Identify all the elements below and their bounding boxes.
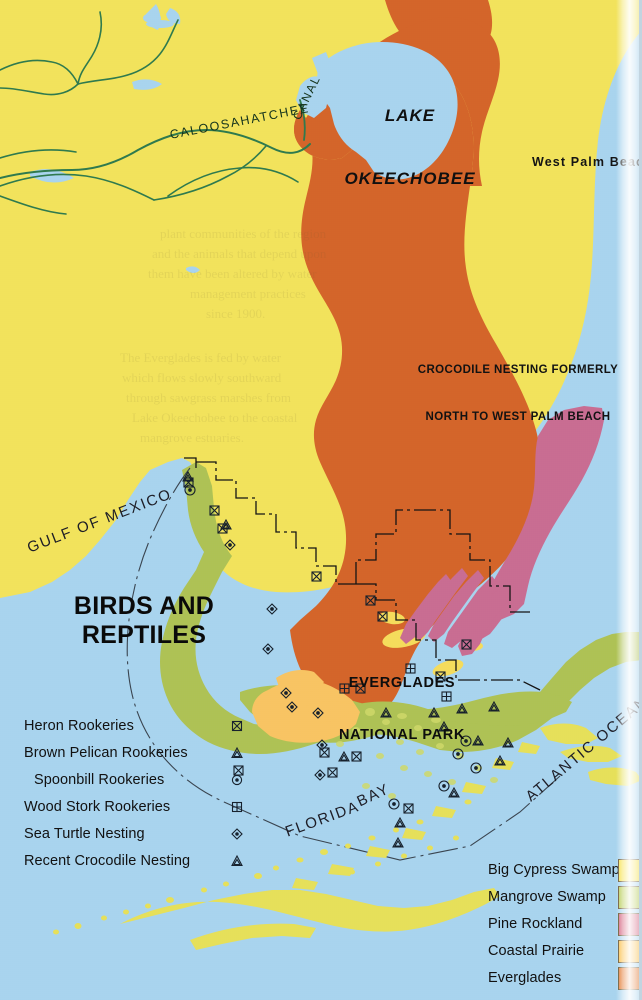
habitat-swatch-everglades (618, 967, 642, 990)
svg-text:The Everglades is fed by water: The Everglades is fed by water (120, 350, 282, 365)
species-legend-heading: BIRDS AND REPTILES (24, 592, 264, 650)
svg-text:and the animals that depend up: and the animals that depend upon (152, 246, 327, 261)
habitat-legend-item-coastal-prairie: Coastal Prairie (488, 937, 642, 964)
lake-okeechobee (316, 42, 458, 180)
habitat-legend-item-mangrove-swamp: Mangrove Swamp (488, 883, 642, 910)
symbol-heron (183, 477, 472, 814)
species-legend-heading-line1: BIRDS AND (73, 592, 215, 620)
habitat-swatch-big-cypress-swamp (618, 859, 642, 882)
region-pine-rockland (484, 406, 604, 620)
habitat-legend-item-pine-rockland: Pine Rockland (488, 910, 642, 937)
region-coastal-prairie-lobe (276, 670, 324, 693)
habitat-swatch-coastal-prairie (618, 940, 642, 963)
square-x-icon (229, 718, 245, 734)
small-lake-c (166, 8, 181, 24)
legend-label-spoonbill-rookeries: Spoonbill Rookeries (34, 771, 165, 788)
small-lake-d (30, 169, 74, 183)
park-boundary (184, 457, 541, 691)
small-lake-istokpoga (132, 79, 162, 90)
triangle-nested-icon (229, 853, 245, 869)
triangle-nested-icon (229, 745, 245, 761)
symbol-triangle-nested (182, 470, 514, 848)
species-legend: BIRDS AND REPTILES Heron Rookeries Brown… (24, 592, 264, 874)
region-everglades-main (290, 72, 541, 716)
lake-okeechobee-west-lobe (296, 76, 330, 118)
florida-bay-mudbanks (336, 708, 498, 799)
page-bleedthrough: plant communities of the region and the … (120, 226, 327, 445)
region-coastal-prairie (252, 679, 360, 743)
legend-item-sea-turtle-nesting: Sea Turtle Nesting (24, 820, 264, 847)
habitat-swatch-pine-rockland (618, 913, 642, 936)
circle-dot-icon (229, 772, 245, 788)
habitat-legend-item-big-cypress-swamp: Big Cypress Swamp (488, 856, 642, 883)
habitat-swatch-mangrove-swamp (618, 886, 642, 909)
legend-item-spoonbill-rookeries: Spoonbill Rookeries (24, 766, 264, 793)
svg-text:plant communities of the regio: plant communities of the region (160, 226, 327, 241)
svg-text:through sawgrass marshes from: through sawgrass marshes from (126, 390, 291, 405)
svg-text:which flows slowly southward: which flows slowly southward (122, 370, 282, 385)
symbol-square-grid (339, 663, 452, 702)
region-mangrove-swamp (160, 462, 642, 754)
svg-text:them have been altered by wate: them have been altered by water (148, 266, 317, 281)
legend-item-heron-rookeries: Heron Rookeries (24, 712, 264, 739)
habitat-label-pine-rockland: Pine Rockland (488, 915, 583, 932)
florida-keys (53, 723, 642, 950)
legend-item-recent-crocodile-nesting: Recent Crocodile Nesting (24, 847, 264, 874)
water-park-boundary (126, 467, 561, 861)
habitat-label-everglades: Everglades (488, 969, 562, 986)
legend-label-sea-turtle-nesting: Sea Turtle Nesting (24, 825, 145, 842)
habitat-label-coastal-prairie: Coastal Prairie (488, 942, 585, 959)
small-lake-kissimmee (146, 4, 161, 30)
habitat-legend-item-everglades: Everglades (488, 964, 642, 991)
svg-text:mangrove estuaries.: mangrove estuaries. (140, 430, 244, 445)
small-lake-e (186, 266, 200, 273)
svg-text:management practices: management practices (190, 286, 306, 301)
legend-item-brown-pelican-rookeries: Brown Pelican Rookeries (24, 739, 264, 766)
legend-label-brown-pelican-rookeries: Brown Pelican Rookeries (24, 744, 188, 761)
legend-label-recent-crocodile-nesting: Recent Crocodile Nesting (24, 852, 191, 869)
map-species-symbols (182, 470, 514, 848)
svg-text:Lake Okeechobee to the coastal: Lake Okeechobee to the coastal (132, 410, 298, 425)
legend-label-wood-stork-rookeries: Wood Stork Rookeries (24, 798, 171, 815)
river-network (0, 11, 311, 215)
habitat-label-mangrove-swamp: Mangrove Swamp (488, 888, 606, 905)
diamond-dot-icon (229, 826, 245, 842)
region-pine-rockland-fingers (400, 568, 512, 656)
symbol-diamond-dot (224, 539, 328, 781)
legend-label-heron-rookeries: Heron Rookeries (24, 717, 134, 734)
svg-text:since 1900.: since 1900. (206, 306, 265, 321)
region-everglades-north-lobe (294, 17, 500, 186)
habitat-legend: Big Cypress Swamp Mangrove Swamp Pine Ro… (488, 856, 642, 991)
square-grid-icon (229, 799, 245, 815)
species-legend-heading-line2: REPTILES (81, 621, 207, 649)
legend-item-wood-stork-rookeries: Wood Stork Rookeries (24, 793, 264, 820)
habitat-label-big-cypress-swamp: Big Cypress Swamp (488, 861, 620, 878)
lake-okeechobee-notch (312, 52, 330, 74)
symbol-circle-dot (184, 484, 482, 810)
